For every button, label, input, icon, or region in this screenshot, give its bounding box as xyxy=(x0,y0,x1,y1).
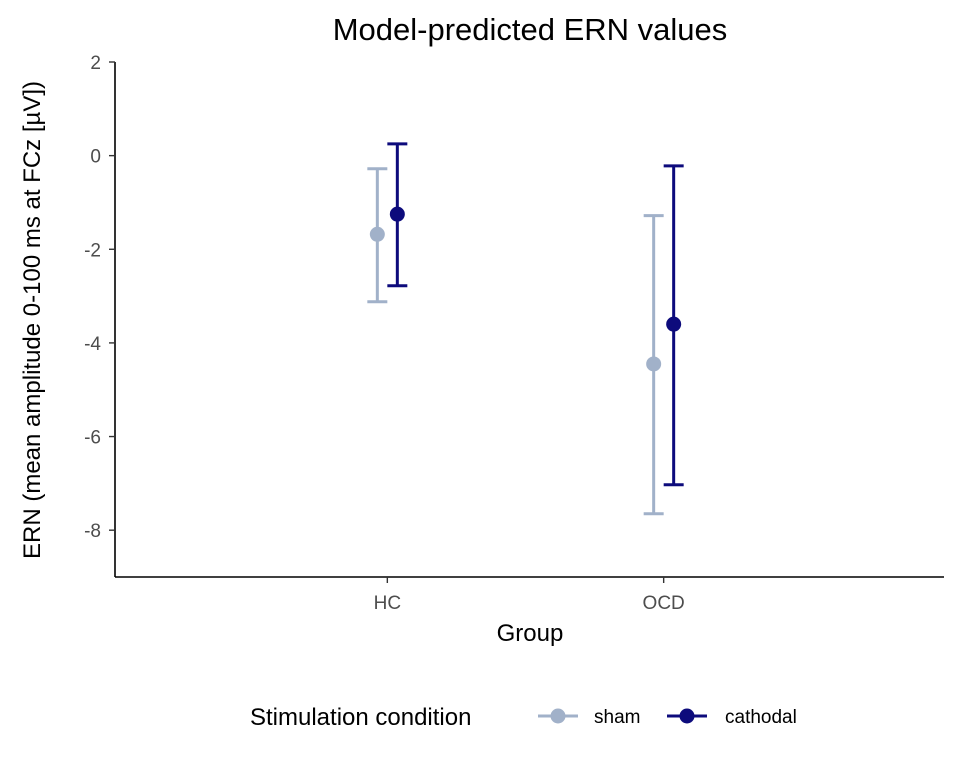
legend-item-cathodal: cathodal xyxy=(667,707,797,728)
data-point xyxy=(666,316,682,332)
legend-key-point xyxy=(679,708,695,724)
errorbar-cathodal-HC xyxy=(387,142,408,288)
y-tick-label: -6 xyxy=(84,428,101,449)
y-tick-label: -2 xyxy=(84,240,101,261)
legend-title: Stimulation condition xyxy=(250,704,471,731)
legend-label: cathodal xyxy=(725,707,797,728)
x-axis-title: Group xyxy=(497,620,564,647)
y-tick-label: 0 xyxy=(90,147,101,168)
legend: Stimulation condition sham cathodal xyxy=(250,704,797,731)
y-axis-title: ERN (mean amplitude 0-100 ms at FCz [µV]… xyxy=(19,81,46,559)
y-tick-label: -4 xyxy=(84,334,101,355)
chart-title: Model-predicted ERN values xyxy=(333,12,728,47)
errorbar-cathodal-OCD xyxy=(663,164,684,487)
legend-label: sham xyxy=(594,707,640,728)
data-point xyxy=(646,356,662,372)
y-tick-label: 2 xyxy=(90,53,101,74)
y-axis-ticks: 2 0 -2 -4 -6 -8 xyxy=(84,53,115,542)
legend-items: sham cathodal xyxy=(538,707,797,728)
data-point xyxy=(389,206,405,222)
legend-item-sham: sham xyxy=(538,707,640,728)
legend-key-point xyxy=(550,708,566,724)
x-tick-label: HC xyxy=(374,593,401,614)
x-tick-label: OCD xyxy=(643,593,685,614)
data-point xyxy=(369,226,385,242)
y-tick-label: -8 xyxy=(84,521,101,542)
errorbar-sham-OCD xyxy=(643,214,664,516)
errorbar-sham-HC xyxy=(367,167,388,304)
x-axis-ticks: HC OCD xyxy=(374,577,685,614)
plot-area xyxy=(367,142,684,516)
